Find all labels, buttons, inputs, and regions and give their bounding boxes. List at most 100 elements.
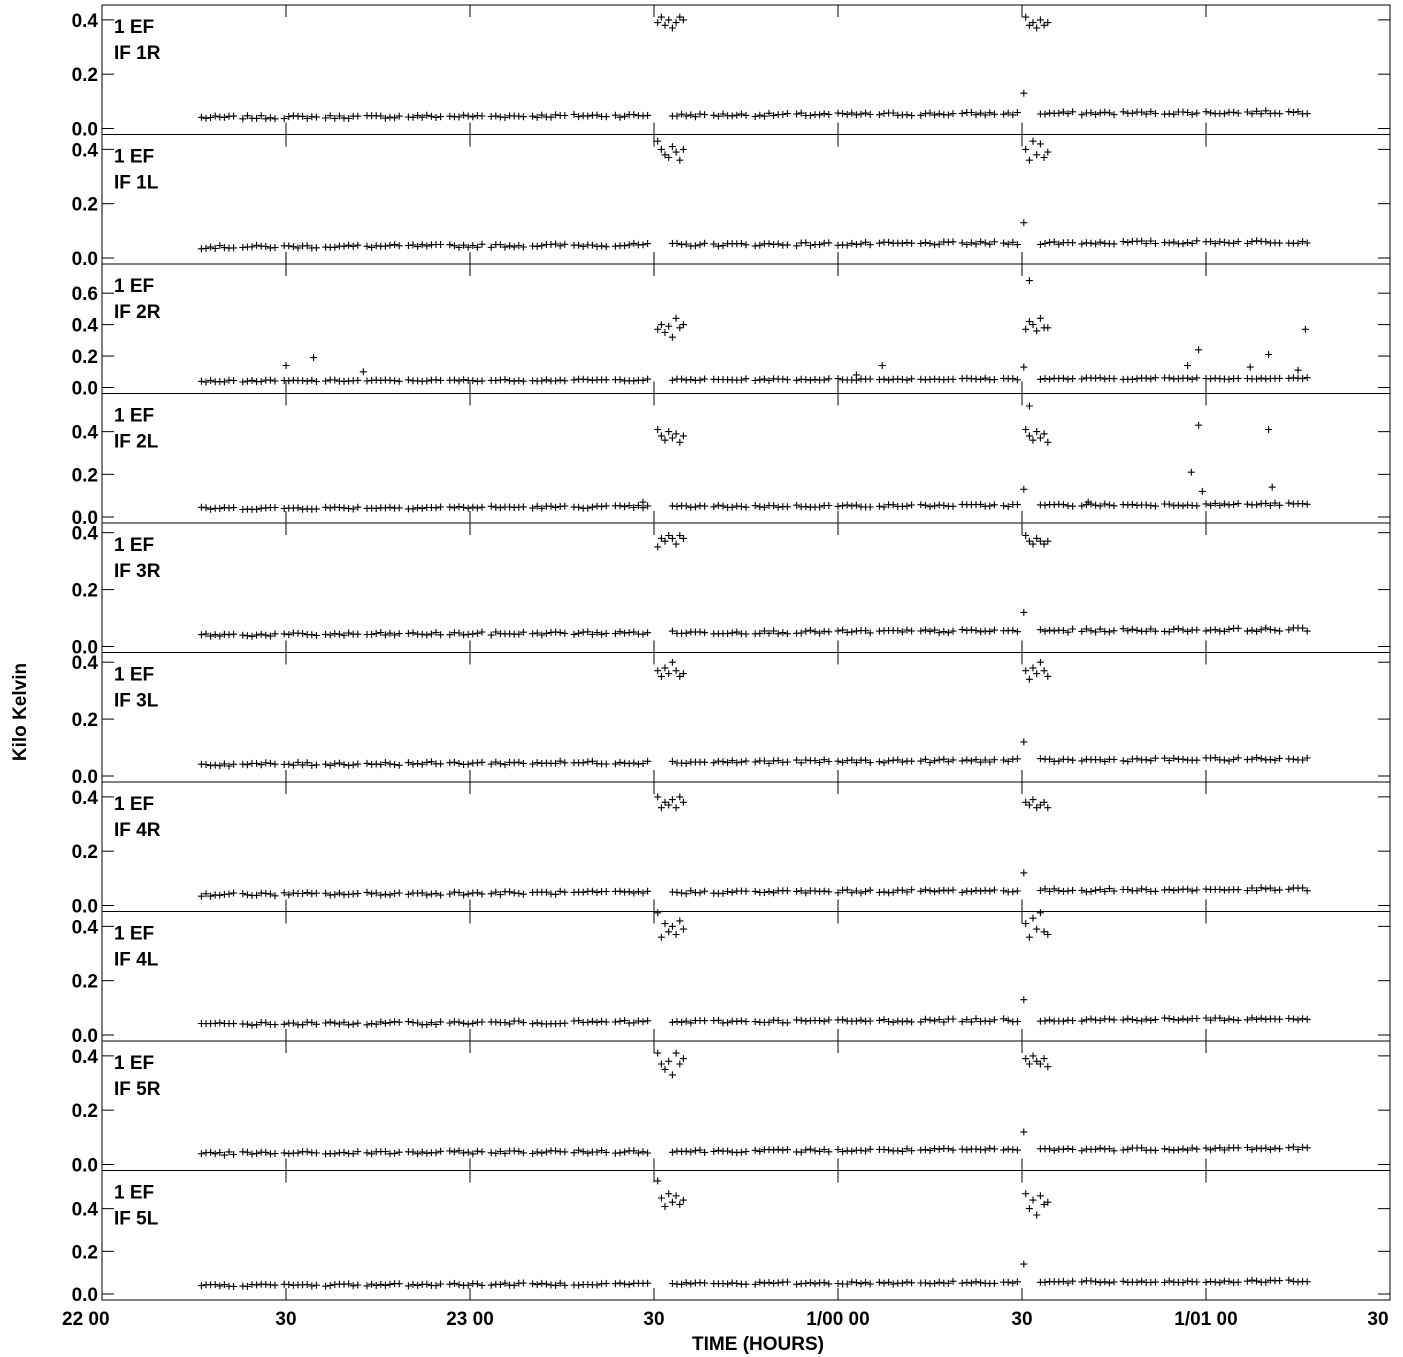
data-point bbox=[280, 1149, 288, 1157]
data-point bbox=[668, 376, 676, 384]
data-point bbox=[285, 113, 293, 121]
data-point bbox=[1234, 1278, 1242, 1286]
data-point bbox=[866, 1145, 874, 1153]
data-point bbox=[1059, 1145, 1067, 1153]
data-point bbox=[1092, 628, 1100, 636]
data-point bbox=[1265, 351, 1273, 358]
data-point bbox=[538, 1279, 546, 1287]
data-point bbox=[519, 113, 527, 121]
data-point bbox=[308, 1019, 316, 1027]
data-point bbox=[1257, 1145, 1265, 1153]
data-point bbox=[395, 377, 403, 385]
data-point bbox=[1142, 1015, 1150, 1023]
data-point bbox=[1257, 374, 1265, 382]
data-point bbox=[1193, 886, 1201, 894]
data-point bbox=[1000, 1146, 1008, 1154]
data-point bbox=[455, 1281, 463, 1289]
data-point bbox=[331, 630, 339, 638]
data-point bbox=[875, 239, 883, 247]
data-point bbox=[875, 1278, 883, 1286]
data-point bbox=[1207, 238, 1215, 246]
data-point bbox=[446, 241, 454, 249]
data-point bbox=[1025, 277, 1033, 285]
data-point bbox=[797, 887, 805, 895]
data-point bbox=[668, 24, 676, 32]
data-point bbox=[949, 1277, 957, 1285]
panel-label-source: 1 EF bbox=[114, 406, 154, 427]
data-point bbox=[678, 375, 686, 383]
data-point bbox=[944, 1279, 952, 1287]
data-point bbox=[1004, 757, 1012, 765]
panel-label-source: 1 EF bbox=[114, 665, 154, 686]
data-point bbox=[1188, 239, 1196, 247]
data-point bbox=[446, 890, 454, 898]
data-point bbox=[1266, 501, 1274, 509]
data-point bbox=[354, 1148, 362, 1156]
data-point bbox=[774, 1017, 782, 1024]
data-point bbox=[312, 632, 320, 639]
data-point bbox=[501, 1279, 509, 1287]
data-point bbox=[668, 1280, 676, 1287]
data-point bbox=[848, 1278, 856, 1286]
panel-label-source: 1 EF bbox=[114, 276, 154, 297]
data-point bbox=[542, 1148, 550, 1156]
data-point bbox=[1294, 1146, 1302, 1153]
data-point bbox=[529, 112, 537, 120]
data-point bbox=[1046, 1145, 1054, 1153]
data-point bbox=[529, 630, 537, 638]
data-point bbox=[793, 756, 801, 764]
data-point bbox=[1096, 886, 1104, 893]
data-point bbox=[437, 1280, 445, 1288]
data-point bbox=[243, 632, 251, 640]
data-point bbox=[866, 759, 874, 767]
data-point bbox=[487, 243, 495, 251]
data-point bbox=[556, 242, 564, 250]
data-point bbox=[1064, 1279, 1072, 1287]
data-point bbox=[990, 756, 998, 764]
data-point bbox=[679, 798, 687, 806]
data-point bbox=[1119, 108, 1127, 116]
data-point bbox=[1207, 1146, 1215, 1154]
data-point bbox=[506, 888, 514, 896]
data-point bbox=[935, 110, 943, 118]
data-point bbox=[266, 759, 274, 767]
data-point bbox=[1013, 1146, 1021, 1154]
data-point bbox=[958, 888, 966, 896]
data-point bbox=[303, 377, 311, 385]
data-point bbox=[1142, 886, 1150, 894]
data-point bbox=[1044, 804, 1052, 812]
data-point bbox=[515, 630, 523, 638]
data-point bbox=[1179, 1145, 1187, 1153]
data-point bbox=[1253, 887, 1261, 895]
data-point bbox=[820, 110, 828, 118]
data-point bbox=[1299, 624, 1307, 632]
data-point bbox=[1207, 501, 1215, 509]
data-point bbox=[588, 1017, 596, 1025]
data-point bbox=[1041, 110, 1049, 118]
data-point bbox=[986, 109, 994, 117]
data-point bbox=[848, 239, 856, 247]
y-tick-label: 0.4 bbox=[72, 423, 99, 444]
data-point bbox=[1069, 239, 1077, 247]
data-point bbox=[492, 1149, 500, 1157]
data-point bbox=[760, 112, 768, 120]
data-point bbox=[423, 242, 431, 250]
panel-label-if: IF 5R bbox=[114, 1079, 161, 1100]
data-points bbox=[197, 277, 1311, 386]
data-point bbox=[575, 1017, 583, 1025]
data-point bbox=[1253, 627, 1261, 635]
data-point bbox=[1257, 626, 1265, 634]
data-point bbox=[866, 111, 874, 118]
data-point bbox=[862, 627, 870, 635]
data-point bbox=[654, 543, 662, 551]
data-point bbox=[921, 239, 929, 247]
data-point bbox=[1055, 240, 1063, 248]
data-point bbox=[1004, 109, 1012, 117]
data-point bbox=[1022, 798, 1030, 806]
data-point bbox=[547, 502, 555, 510]
data-point bbox=[1289, 1015, 1297, 1023]
data-point bbox=[354, 1019, 362, 1027]
data-point bbox=[1064, 110, 1072, 118]
data-point bbox=[825, 111, 833, 118]
y-tick-label: 0.0 bbox=[72, 379, 98, 400]
